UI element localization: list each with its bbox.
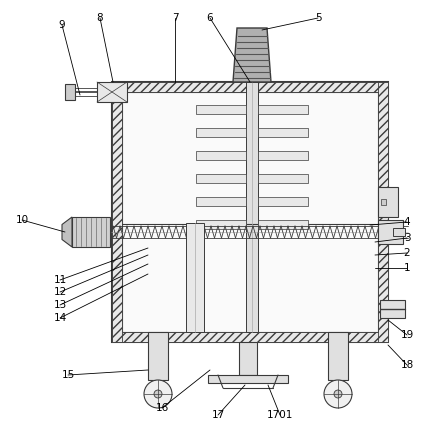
Circle shape — [334, 390, 342, 398]
Bar — [239, 342, 257, 375]
Text: 7: 7 — [172, 13, 178, 23]
Bar — [148, 332, 168, 380]
Bar — [381, 199, 386, 205]
Bar — [112, 332, 388, 342]
Bar — [186, 223, 204, 332]
Circle shape — [144, 380, 172, 408]
Text: 1: 1 — [404, 263, 410, 273]
Bar — [258, 105, 308, 114]
Bar — [122, 92, 378, 332]
Bar — [112, 82, 122, 342]
Bar — [378, 187, 398, 217]
Bar — [328, 332, 348, 380]
Bar — [196, 105, 246, 114]
Text: 8: 8 — [97, 13, 103, 23]
Bar — [393, 228, 405, 236]
Bar — [72, 217, 110, 247]
Bar — [380, 300, 405, 318]
Bar — [196, 197, 246, 206]
Text: 17: 17 — [211, 410, 225, 420]
Bar — [258, 197, 308, 206]
Polygon shape — [233, 28, 271, 82]
Bar — [258, 151, 308, 160]
Circle shape — [154, 390, 162, 398]
Bar — [246, 82, 258, 332]
Text: 1701: 1701 — [267, 410, 293, 420]
Text: 5: 5 — [315, 13, 321, 23]
Bar — [196, 220, 246, 229]
Bar — [112, 82, 388, 342]
Text: 11: 11 — [53, 275, 67, 285]
Text: 15: 15 — [61, 370, 75, 380]
Text: 3: 3 — [404, 233, 410, 243]
Bar — [258, 220, 308, 229]
Text: 18: 18 — [400, 360, 414, 370]
Bar — [65, 84, 75, 100]
Bar — [196, 174, 246, 183]
Text: 16: 16 — [155, 403, 169, 413]
Text: 19: 19 — [400, 330, 414, 340]
Text: 9: 9 — [59, 20, 65, 30]
Polygon shape — [62, 217, 72, 247]
Circle shape — [324, 380, 352, 408]
Text: 6: 6 — [207, 13, 213, 23]
Bar — [196, 151, 246, 160]
Bar — [258, 174, 308, 183]
Text: 14: 14 — [53, 313, 67, 323]
Bar — [208, 375, 288, 383]
Bar — [196, 128, 246, 137]
Bar — [258, 128, 308, 137]
Text: 12: 12 — [53, 287, 67, 297]
Bar — [97, 82, 127, 102]
Bar — [378, 220, 403, 244]
Text: 10: 10 — [16, 215, 28, 225]
Text: 4: 4 — [404, 217, 410, 227]
Bar — [378, 82, 388, 342]
Text: 2: 2 — [404, 248, 410, 258]
Text: 13: 13 — [53, 300, 67, 310]
Bar — [112, 82, 388, 92]
